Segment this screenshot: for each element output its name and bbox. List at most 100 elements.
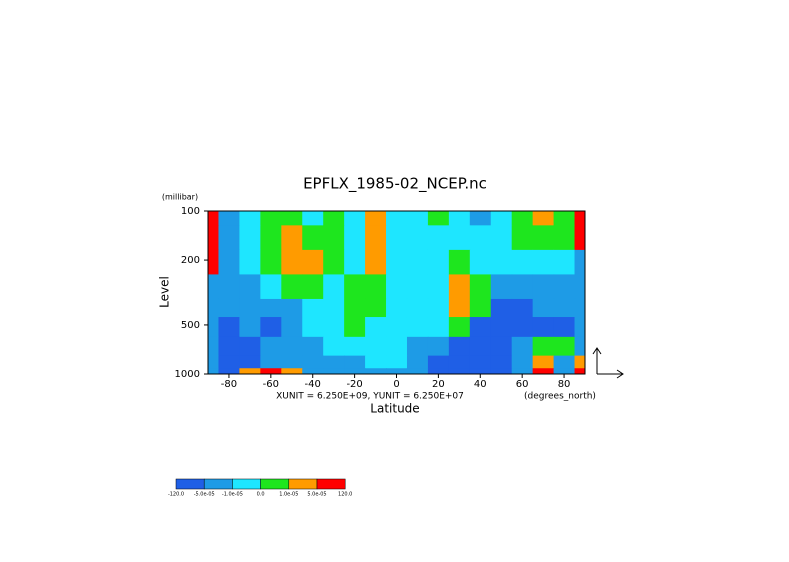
contour-cell <box>365 249 387 275</box>
contour-cell <box>532 355 555 369</box>
x-tick-label: 20 <box>432 379 445 390</box>
y-tick-label: 500 <box>181 320 200 331</box>
contour-cell <box>427 249 450 275</box>
contour-cell <box>344 368 366 375</box>
contour-cell <box>448 211 471 226</box>
contour-cell <box>323 298 345 318</box>
contour-cell <box>386 336 408 357</box>
x-tick-label: -60 <box>263 379 279 390</box>
x-unit-label: (degrees_north) <box>524 392 596 402</box>
contour-cell <box>511 368 534 375</box>
contour-cell <box>574 298 586 318</box>
contour-cell <box>511 211 534 226</box>
contour-cell <box>406 317 429 338</box>
contour-cell <box>406 211 429 226</box>
contour-cell <box>448 317 471 338</box>
contour-cell <box>553 225 576 251</box>
contour-cell <box>323 355 345 369</box>
contour-cell <box>239 249 261 275</box>
contour-cell <box>490 336 513 357</box>
contour-cell <box>344 225 366 251</box>
y-unit-label: (millibar) <box>162 193 198 202</box>
contour-cell <box>469 317 492 338</box>
contour-cell <box>260 368 282 375</box>
contour-cell <box>386 225 408 251</box>
contour-cell <box>490 211 513 226</box>
contour-cell <box>574 274 586 300</box>
contour-cell <box>427 298 450 318</box>
contour-cell <box>239 355 261 369</box>
y-tick-label: 100 <box>181 206 200 217</box>
contour-cell <box>302 317 324 338</box>
contour-cell <box>281 355 303 369</box>
colorbar-swatch <box>288 478 318 490</box>
contour-cell <box>553 298 576 318</box>
contour-cell <box>469 225 492 251</box>
x-tick-label: 60 <box>516 379 529 390</box>
contour-cell <box>323 274 345 300</box>
colorbar-label: 0.0 <box>257 492 265 498</box>
contour-cell <box>406 249 429 275</box>
contour-cell <box>406 274 429 300</box>
contour-cell <box>511 355 534 369</box>
contour-cell <box>281 336 303 357</box>
y-axis-label: Level <box>158 276 172 308</box>
contour-cell <box>448 225 471 251</box>
contour-cell <box>490 355 513 369</box>
contour-cell <box>281 249 303 275</box>
contour-cell <box>218 368 240 375</box>
x-tick-label: 40 <box>474 379 487 390</box>
contour-cell <box>365 355 387 369</box>
contour-cell <box>218 274 240 300</box>
contour-cell <box>427 355 450 369</box>
contour-cell <box>469 211 492 226</box>
contour-cell <box>344 249 366 275</box>
x-axis-label: Latitude <box>370 402 419 416</box>
contour-cell <box>344 274 366 300</box>
contour-cell <box>574 249 586 275</box>
contour-cell <box>302 336 324 357</box>
colorbar-swatch <box>175 478 205 490</box>
contour-cell <box>406 355 429 369</box>
x-tick-label: -20 <box>346 379 362 390</box>
contour-cell <box>218 336 240 357</box>
contour-cell <box>239 211 261 226</box>
contour-cell <box>490 368 513 375</box>
contour-cell <box>365 368 387 375</box>
contour-cell <box>281 211 303 226</box>
reference-vector <box>592 347 624 379</box>
contour-cell <box>239 225 261 251</box>
contour-cell <box>218 225 240 251</box>
contour-cell <box>553 274 576 300</box>
contour-cell <box>469 336 492 357</box>
contour-cell <box>448 355 471 369</box>
contour-cell <box>208 249 219 275</box>
contour-cell <box>208 368 219 375</box>
contour-cell <box>553 211 576 226</box>
contour-cell <box>239 368 261 375</box>
contour-cell <box>218 355 240 369</box>
contour-cell <box>469 274 492 300</box>
contour-cell <box>365 298 387 318</box>
x-tick-label: 80 <box>558 379 571 390</box>
contour-cell <box>281 225 303 251</box>
contour-cell <box>323 317 345 338</box>
contour-cell <box>406 336 429 357</box>
contour-cell <box>302 274 324 300</box>
contour-cell <box>323 211 345 226</box>
contour-cell <box>511 298 534 318</box>
contour-cell <box>406 225 429 251</box>
colorbar: -120.0 -5.0e-05 -1.0e-05 0.0 1.0e-05 5.0e-05 1… <box>168 478 352 498</box>
contour-cell <box>260 211 282 226</box>
contour-cell <box>553 317 576 338</box>
contour-cell <box>386 274 408 300</box>
contour-cell <box>208 211 219 226</box>
contour-cell <box>281 317 303 338</box>
contour-cell <box>448 249 471 275</box>
contour-cell <box>323 336 345 357</box>
contour-cell <box>511 317 534 338</box>
contour-cell <box>532 368 555 375</box>
x-tick-label: 0 <box>393 379 399 390</box>
contour-cell <box>260 336 282 357</box>
contour-cell <box>302 298 324 318</box>
